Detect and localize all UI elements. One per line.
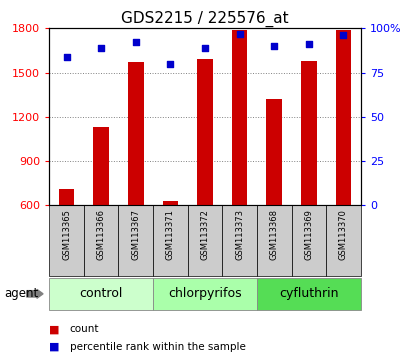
Text: GSM113372: GSM113372	[200, 209, 209, 260]
Bar	[335, 30, 351, 205]
Text: GSM113373: GSM113373	[234, 209, 243, 260]
Text: GSM113366: GSM113366	[97, 209, 106, 260]
Bar	[49, 205, 83, 276]
Text: count: count	[70, 324, 99, 334]
Point	[236, 31, 242, 36]
Bar	[128, 62, 143, 205]
Point	[132, 40, 139, 45]
Bar	[291, 205, 326, 276]
Text: GSM113369: GSM113369	[303, 209, 312, 260]
Bar	[153, 205, 187, 276]
Text: cyfluthrin: cyfluthrin	[279, 287, 338, 300]
Bar	[256, 278, 360, 310]
Bar	[231, 30, 247, 205]
Point	[167, 61, 173, 67]
Title: GDS2215 / 225576_at: GDS2215 / 225576_at	[121, 11, 288, 27]
Text: chlorpyrifos: chlorpyrifos	[168, 287, 241, 300]
Text: percentile rank within the sample: percentile rank within the sample	[70, 342, 245, 352]
Bar	[197, 59, 212, 205]
Point	[305, 41, 311, 47]
Bar	[222, 205, 256, 276]
Bar	[256, 205, 291, 276]
Bar	[118, 205, 153, 276]
Text: GSM113371: GSM113371	[166, 209, 175, 260]
Bar	[49, 278, 153, 310]
Bar	[83, 205, 118, 276]
Bar	[58, 189, 74, 205]
Point	[201, 45, 208, 51]
Text: control: control	[79, 287, 123, 300]
Bar	[187, 205, 222, 276]
Bar	[266, 99, 281, 205]
Bar	[93, 127, 109, 205]
Text: agent: agent	[4, 287, 38, 300]
Point	[270, 43, 277, 49]
Bar	[300, 61, 316, 205]
Bar	[162, 201, 178, 205]
Text: GSM113368: GSM113368	[269, 209, 278, 260]
Point	[98, 45, 104, 51]
Point	[339, 33, 346, 38]
Text: GSM113365: GSM113365	[62, 209, 71, 260]
Text: GSM113370: GSM113370	[338, 209, 347, 260]
Bar	[326, 205, 360, 276]
Text: ■: ■	[49, 342, 60, 352]
Bar	[153, 278, 256, 310]
Point	[63, 54, 70, 59]
Text: GSM113367: GSM113367	[131, 209, 140, 260]
Text: ■: ■	[49, 324, 60, 334]
